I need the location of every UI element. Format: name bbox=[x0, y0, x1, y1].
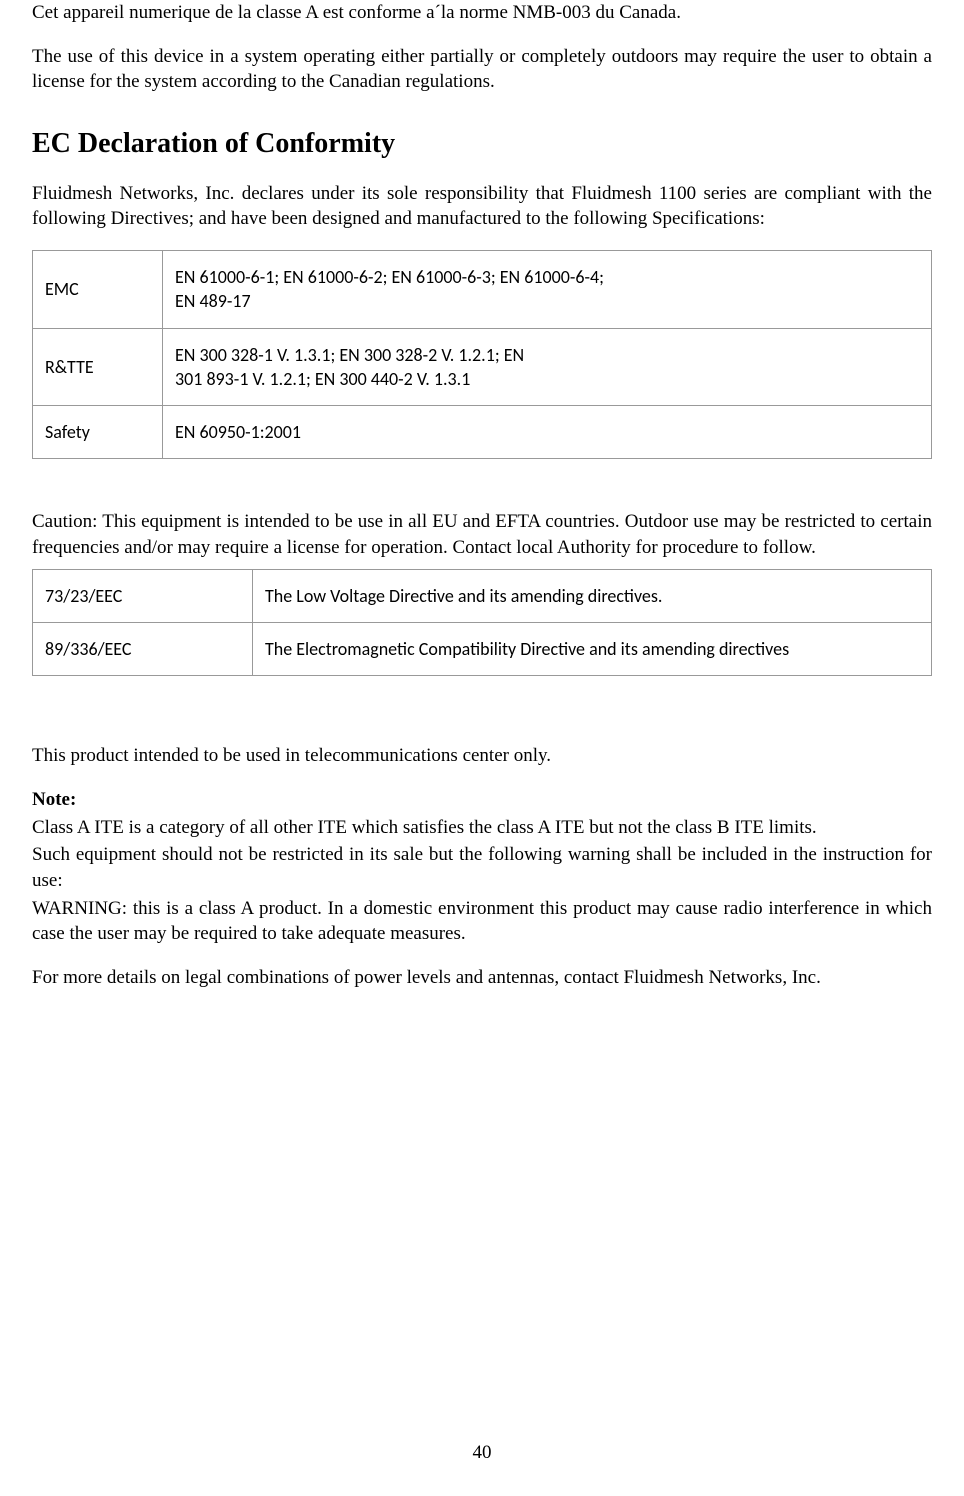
directive-label: 89/336/EEC bbox=[33, 623, 253, 676]
warning-paragraph: WARNING: this is a class A product. In a… bbox=[32, 896, 932, 947]
directive-label: 73/23/EEC bbox=[33, 569, 253, 622]
note-label: Note: bbox=[32, 789, 76, 810]
directive-value: The Low Voltage Directive and its amendi… bbox=[253, 569, 932, 622]
specifications-table: EMC EN 61000-6-1; EN 61000-6-2; EN 61000… bbox=[32, 250, 932, 459]
intro-line-2: The use of this device in a system opera… bbox=[32, 44, 932, 95]
note-paragraph-2: Such equipment should not be restricted … bbox=[32, 842, 932, 893]
table-row: 73/23/EEC The Low Voltage Directive and … bbox=[33, 569, 932, 622]
ec-intro-paragraph: Fluidmesh Networks, Inc. declares under … bbox=[32, 181, 932, 232]
note-paragraph-1: Class A ITE is a category of all other I… bbox=[32, 815, 932, 841]
ec-declaration-title: EC Declaration of Conformity bbox=[32, 125, 932, 163]
spec-label: EMC bbox=[33, 251, 163, 329]
directive-value: The Electromagnetic Compatibility Direct… bbox=[253, 623, 932, 676]
caution-paragraph: Caution: This equipment is intended to b… bbox=[32, 509, 932, 560]
spec-value: EN 300 328-1 V. 1.3.1; EN 300 328-2 V. 1… bbox=[163, 328, 932, 406]
telecom-paragraph: This product intended to be used in tele… bbox=[32, 743, 932, 769]
table-row: 89/336/EEC The Electromagnetic Compatibi… bbox=[33, 623, 932, 676]
spec-label: Safety bbox=[33, 406, 163, 459]
page-number: 40 bbox=[0, 1440, 964, 1466]
details-paragraph: For more details on legal combinations o… bbox=[32, 965, 932, 991]
table-row: R&TTE EN 300 328-1 V. 1.3.1; EN 300 328-… bbox=[33, 328, 932, 406]
spec-label: R&TTE bbox=[33, 328, 163, 406]
intro-line-1: Cet appareil numerique de la classe A es… bbox=[32, 0, 932, 26]
directives-table: 73/23/EEC The Low Voltage Directive and … bbox=[32, 569, 932, 677]
table-row: EMC EN 61000-6-1; EN 61000-6-2; EN 61000… bbox=[33, 251, 932, 329]
spec-value: EN 61000-6-1; EN 61000-6-2; EN 61000-6-3… bbox=[163, 251, 932, 329]
table-row: Safety EN 60950-1:2001 bbox=[33, 406, 932, 459]
spec-value: EN 60950-1:2001 bbox=[163, 406, 932, 459]
